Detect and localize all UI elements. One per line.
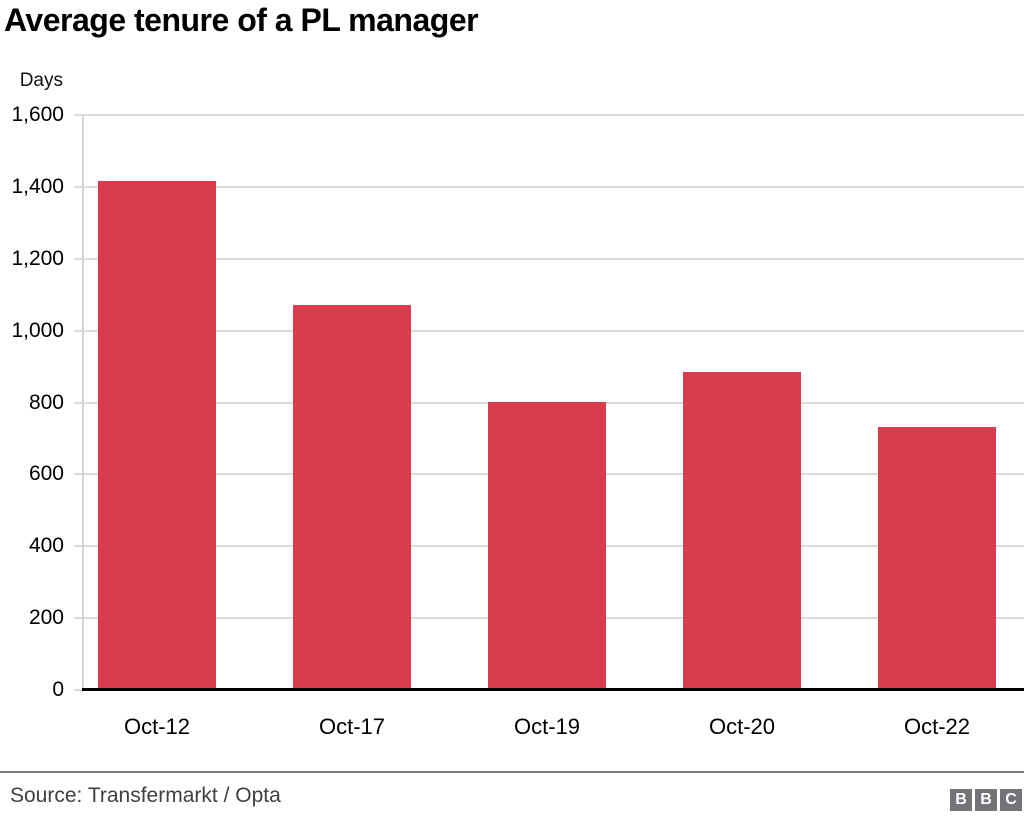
bar — [293, 305, 411, 690]
bar — [683, 372, 801, 690]
bbc-logo-letter: B — [950, 789, 972, 811]
x-axis-tick-label: Oct-22 — [903, 714, 971, 739]
y-axis-tick-label: 1,000 — [11, 318, 64, 342]
y-axis-tick-label: 400 — [28, 534, 64, 558]
y-axis-tick — [74, 329, 82, 332]
y-axis-tick — [74, 689, 82, 691]
x-axis-tick-label: Oct-19 — [513, 714, 581, 739]
bar — [98, 181, 216, 690]
footer-divider — [0, 771, 1024, 773]
gridline — [82, 257, 1024, 260]
gridline — [82, 114, 1024, 116]
y-axis-unit-label: Days — [19, 70, 63, 91]
gridline — [82, 185, 1024, 188]
y-axis-tick-label: 0 — [52, 678, 64, 701]
y-axis-tick-label: 1,400 — [11, 174, 64, 198]
source-text: Source: Transfermarkt / Opta — [10, 784, 281, 807]
y-axis-line — [82, 115, 84, 690]
y-axis-tick — [74, 401, 82, 404]
y-axis-tick-label: 1,200 — [11, 246, 64, 270]
chart-title: Average tenure of a PL manager — [4, 2, 479, 38]
gridline — [82, 329, 1024, 332]
x-axis-tick-label: Oct-12 — [123, 714, 191, 739]
bar — [488, 402, 606, 690]
y-axis-tick — [74, 545, 82, 548]
y-axis-tick — [74, 473, 82, 476]
bbc-logo-letter: B — [975, 789, 997, 811]
bbc-logo: B B C — [950, 789, 1022, 811]
bbc-logo-letter: C — [1000, 789, 1022, 811]
x-axis-baseline — [82, 688, 1024, 691]
bar — [878, 427, 996, 690]
y-axis-tick — [74, 185, 82, 188]
x-axis-tick-label: Oct-20 — [708, 714, 776, 739]
y-axis-tick — [74, 114, 82, 116]
y-axis-tick-label: 600 — [28, 462, 64, 486]
y-axis-tick-label: 1,600 — [11, 103, 64, 126]
y-axis-tick-label: 800 — [28, 390, 64, 414]
x-axis-tick-label: Oct-17 — [318, 714, 386, 739]
y-axis-tick-label: 200 — [28, 606, 64, 630]
y-axis-tick — [74, 257, 82, 260]
y-axis-tick — [74, 617, 82, 620]
